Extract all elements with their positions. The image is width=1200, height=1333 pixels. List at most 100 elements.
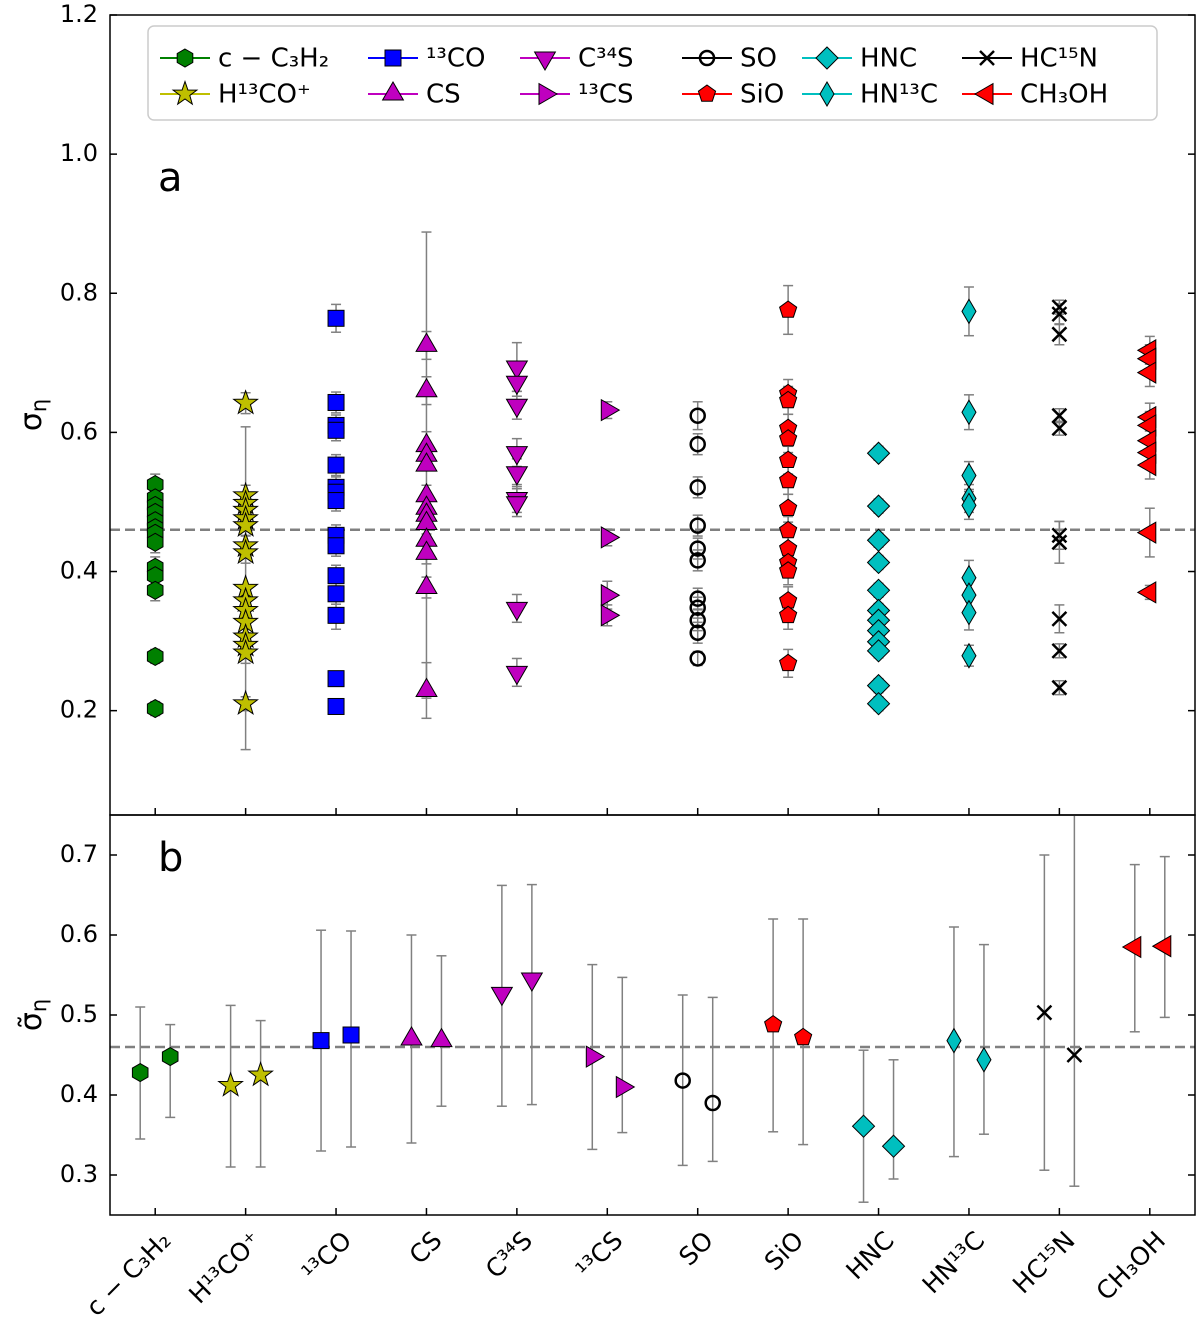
marker (490, 986, 514, 1007)
marker (961, 298, 977, 325)
legend-label: HNC (860, 44, 917, 74)
x-tick-label: ¹³CS (570, 1226, 628, 1284)
marker (779, 470, 798, 489)
marker (327, 670, 345, 688)
marker (689, 435, 706, 453)
marker (415, 677, 438, 697)
legend-label: ¹³CO (426, 44, 485, 74)
marker (1136, 361, 1157, 384)
marker (866, 494, 891, 518)
marker (1051, 679, 1068, 696)
marker-stroke (1051, 407, 1068, 424)
legend-label: HN¹³C (860, 80, 938, 110)
marker-stroke (1036, 1004, 1053, 1021)
marker (415, 452, 438, 472)
axes-frame (109, 14, 1196, 816)
marker (327, 309, 345, 327)
marker (1051, 420, 1068, 437)
marker (505, 665, 529, 686)
marker (689, 599, 706, 616)
marker (779, 390, 798, 409)
marker (976, 1046, 992, 1073)
marker (779, 653, 798, 672)
marker (1136, 581, 1157, 604)
marker (689, 611, 706, 629)
marker (764, 1014, 783, 1033)
marker (131, 1063, 149, 1083)
panel-label: b (158, 835, 183, 881)
y-tick-label: 0.6 (60, 920, 98, 948)
marker (217, 1071, 244, 1097)
error-bar (888, 1059, 899, 1180)
marker (146, 532, 164, 552)
marker (851, 1114, 876, 1138)
legend-label: ¹³CS (578, 80, 634, 110)
marker (327, 567, 345, 585)
legend-label: CS (426, 80, 461, 110)
marker (689, 552, 706, 569)
marker (1051, 534, 1068, 551)
marker (689, 650, 706, 667)
marker (505, 360, 529, 380)
x-tick-label: c − C₃H₂ (80, 1226, 176, 1322)
marker (689, 540, 706, 557)
legend-label: SiO (740, 80, 784, 110)
marker (232, 389, 259, 415)
marker (961, 399, 977, 426)
marker (327, 421, 345, 439)
error-bar (1159, 855, 1170, 1019)
panel-label: a (158, 155, 183, 201)
marker-stroke (1051, 679, 1068, 696)
marker (505, 496, 529, 516)
x-tick-label: HN¹³C (917, 1226, 991, 1300)
marker (866, 639, 891, 663)
marker (146, 699, 164, 719)
x-tick-label: H¹³CO⁺ (183, 1226, 267, 1310)
marker (327, 492, 345, 510)
y-tick-label: 0.3 (60, 1160, 98, 1188)
marker (779, 520, 798, 539)
y-tick-label: 0.4 (60, 1080, 98, 1108)
marker-stroke (1051, 610, 1068, 627)
y-tick-label: 1.2 (60, 0, 98, 28)
y-axis-label-sub: η (27, 999, 51, 1012)
marker (415, 332, 438, 352)
marker (866, 550, 891, 575)
marker (415, 574, 438, 594)
plot-area (131, 815, 1172, 1203)
legend-label: H¹³CO⁺ (218, 80, 311, 110)
marker (232, 511, 259, 537)
marker (615, 1075, 636, 1099)
legend-label: SO (740, 44, 777, 74)
marker (794, 1027, 813, 1046)
marker-stroke (979, 50, 995, 66)
marker (381, 81, 405, 101)
marker (779, 561, 798, 579)
y-axis-label-base: σ̃ (14, 1012, 49, 1031)
x-tick-label: SiO (759, 1226, 810, 1277)
marker (866, 441, 891, 465)
marker (342, 1026, 360, 1044)
marker (327, 606, 345, 624)
marker (600, 526, 621, 549)
marker-stroke (1051, 299, 1068, 316)
marker (1136, 347, 1157, 370)
marker (327, 585, 345, 603)
error-bar (978, 943, 989, 1135)
y-tick-label: 0.7 (60, 840, 98, 868)
y-tick-label: 0.5 (60, 1000, 98, 1028)
marker (1051, 299, 1068, 316)
x-tick-label: HNC (840, 1226, 899, 1285)
y-tick-label: 0.8 (60, 278, 98, 306)
x-tick-label: HC¹⁵N (1007, 1226, 1081, 1300)
marker (600, 583, 621, 607)
y-tick-label: 0.6 (60, 417, 98, 445)
legend-label: CH₃OH (1020, 80, 1108, 110)
x-tick-label: CH₃OH (1091, 1226, 1171, 1306)
x-tick-label: CS (404, 1226, 448, 1270)
error-bar (165, 1023, 176, 1119)
marker (232, 638, 259, 665)
marker (327, 697, 345, 715)
marker (1051, 326, 1068, 343)
marker (779, 300, 798, 318)
